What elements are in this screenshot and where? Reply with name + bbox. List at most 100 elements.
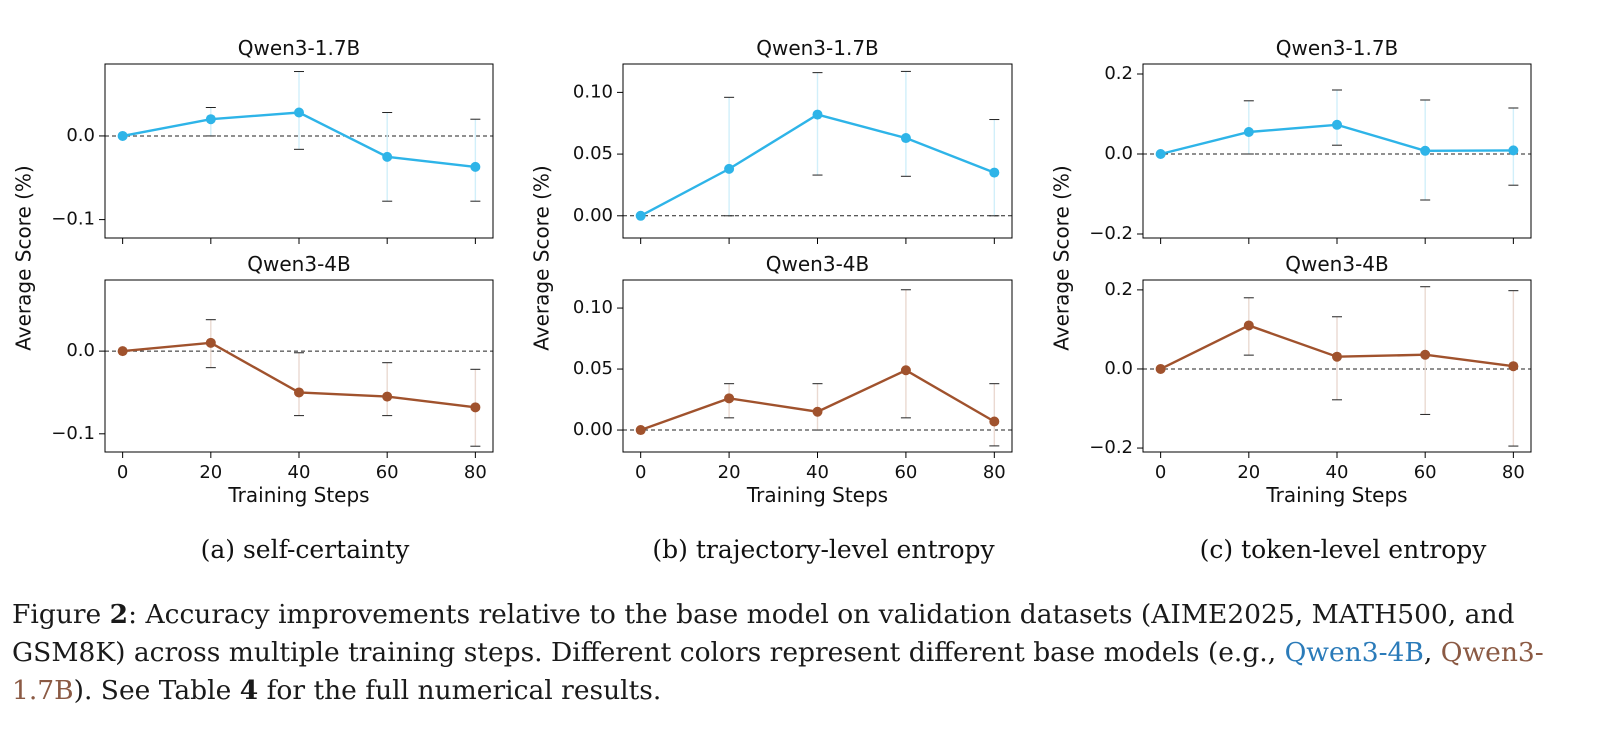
x-tick-label: 20 [718,462,741,483]
data-point [117,346,128,357]
subplot-title: Qwen3-1.7B [756,36,879,60]
data-point [117,130,128,141]
y-tick-label: 0.10 [573,81,613,102]
caption-link-qwen3-1-7b[interactable]: Qwen3-1.7B [12,637,1544,706]
figure-caption: Figure 2: Accuracy improvements relative… [12,596,1602,710]
error-bar [724,96,735,217]
x-tick-label: 40 [288,462,311,483]
data-point [205,337,216,348]
data-point [1332,351,1342,362]
caption-link-qwen3-4b[interactable]: Qwen3-4B [1284,637,1424,668]
y-tick-label: 0.0 [66,340,95,361]
data-point [812,109,823,120]
data-point [470,402,481,413]
data-point [900,133,911,144]
plot-frame [1142,279,1532,453]
data-point [812,406,823,417]
panel-a: Average Score (%) Training Steps (a) self-… [12,36,494,564]
x-tick-label: 80 [1502,462,1525,483]
subplot-title: Qwen3-4B [247,252,350,276]
x-tick-label: 80 [983,462,1006,483]
subplot-top: Qwen3-1.7B 0.0 −0.1 [51,36,494,244]
x-tick-label: 20 [1237,462,1260,483]
data-point [1243,320,1254,331]
subplot-bottom: Qwen3-4B 0.00 0.05 0.10 0 20 40 60 80 [573,252,1013,483]
data-point [724,393,735,404]
y-tick-label: 0.00 [573,419,613,440]
x-axis-label: Training Steps [746,483,888,507]
y-axis-label: Average Score (%) [530,165,554,350]
y-tick-label: 0.0 [1104,358,1133,379]
y-tick-label: 0.2 [1104,279,1133,300]
y-tick-label: 0.2 [1104,63,1133,84]
data-point [1420,145,1431,156]
data-point [1420,349,1431,360]
subplot-title: Qwen3-4B [766,252,869,276]
plot-frame [622,279,1013,453]
x-tick-label: 0 [1155,462,1166,483]
data-point [724,163,735,174]
caption-text-4: for the full numerical results. [258,675,662,706]
y-tick-label: 0.05 [573,358,613,379]
plot-frame [622,63,1013,239]
subplot-title: Qwen3-1.7B [1276,36,1399,60]
data-point [635,425,646,436]
x-tick-label: 20 [199,462,222,483]
subplot-bottom: Qwen3-4B 0.2 0.0 −0.2 0 20 40 60 80 [1089,252,1532,483]
subplot-title: Qwen3-1.7B [238,36,361,60]
data-point [1155,363,1166,374]
data-point [294,107,304,118]
data-point [989,167,1000,178]
y-tick-label: 0.10 [573,297,613,318]
panel-caption: (a) self-certainty [201,535,411,564]
x-tick-label: 0 [117,462,128,483]
caption-text-3: ). See Table [73,675,240,706]
data-point [900,365,911,376]
subplot-bottom: Qwen3-4B 0.0 −0.1 0 20 40 60 80 [51,252,494,483]
data-point [1508,361,1519,372]
y-axis-label: Average Score (%) [1050,165,1074,350]
data-point [205,114,216,125]
subplot-top: Qwen3-1.7B 0.2 0.0 −0.2 [1089,36,1532,244]
x-axis-label: Training Steps [1265,483,1407,507]
data-point [470,161,481,172]
error-bar [900,289,911,419]
error-bar [382,362,393,417]
caption-text-2: , [1423,637,1441,668]
y-axis-label: Average Score (%) [12,165,36,350]
panel-caption: (c) token-level entropy [1200,535,1488,564]
x-tick-label: 60 [376,462,399,483]
y-tick-label: 0.00 [573,205,613,226]
error-bar [1332,89,1342,146]
error-bar [900,70,911,177]
plot-frame [1142,63,1532,239]
data-point [294,387,304,398]
y-tick-label: −0.2 [1089,223,1133,244]
data-point [382,151,393,162]
error-bar [989,383,1000,447]
data-point [635,210,646,221]
figure-canvas: Average Score (%) Training Steps (a) self-… [12,36,1532,564]
x-tick-label: 40 [806,462,829,483]
data-point [382,391,393,402]
subplot-top: Qwen3-1.7B 0.00 0.05 0.10 [573,36,1013,244]
data-point [989,416,1000,427]
caption-text-1: : Accuracy improvements relative to the … [12,599,1515,668]
y-tick-label: −0.2 [1089,437,1133,458]
error-bar [470,118,481,202]
caption-prefix: Figure [12,599,110,630]
panel-c: Average Score (%) Training Steps (c) token… [1050,36,1532,564]
plot-frame [104,63,494,239]
panel-b: Average Score (%) Training Steps (b) traje… [530,36,1013,564]
panel-caption: (b) trajectory-level entropy [652,535,995,564]
x-tick-label: 40 [1326,462,1349,483]
y-tick-label: −0.1 [51,423,95,444]
x-tick-label: 0 [635,462,646,483]
error-bar [294,352,304,417]
subplot-title: Qwen3-4B [1285,252,1388,276]
data-point [1332,119,1342,130]
y-tick-label: 0.0 [66,125,95,146]
x-axis-label: Training Steps [227,483,369,507]
caption-table-number: 4 [239,675,259,706]
y-tick-label: 0.0 [1104,143,1133,164]
